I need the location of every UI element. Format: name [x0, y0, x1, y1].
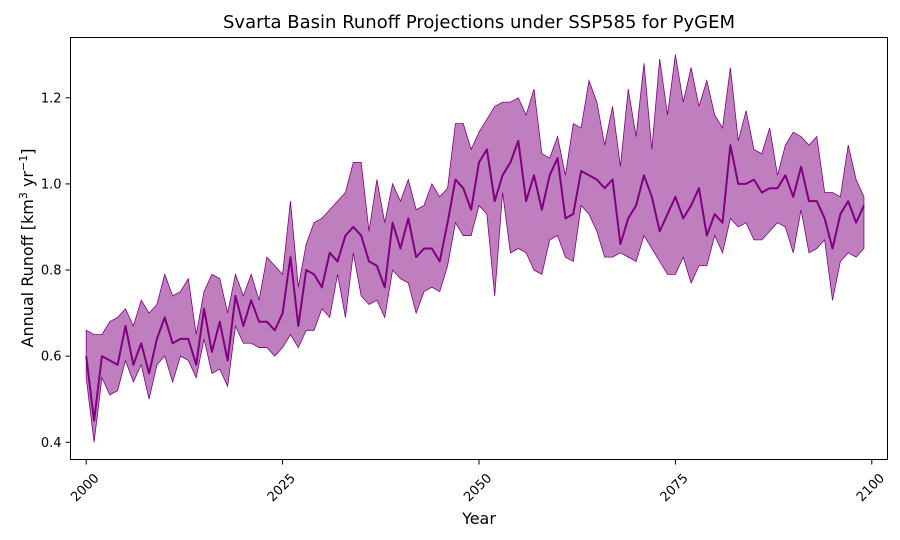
y-axis-label-mid: yr: [18, 171, 37, 193]
y-axis-label: Annual Runoff [km3 yr−1]: [17, 149, 37, 348]
y-axis-label-end: ]: [18, 149, 37, 155]
x-axis-label: Year: [461, 509, 496, 528]
y-tick-label: 0.8: [41, 264, 62, 279]
y-axis-label-main: Annual Runoff [km: [18, 199, 37, 347]
y-tick-label: 0.6: [41, 350, 62, 365]
y-tick-label: 1.2: [41, 91, 62, 106]
y-axis: 0.4 0.6 0.8 1.0 1.2: [41, 91, 71, 451]
chart-title: Svarta Basin Runoff Projections under SS…: [223, 12, 735, 33]
uncertainty-band: [85, 54, 865, 443]
y-tick-label: 0.4: [41, 436, 62, 451]
y-tick-label: 1.0: [41, 177, 62, 192]
y-axis-label-sup2: −1: [17, 155, 30, 171]
plot-area: [85, 54, 865, 443]
y-axis-label-sup1: 3: [17, 192, 30, 199]
series-line-0: [85, 139, 865, 422]
